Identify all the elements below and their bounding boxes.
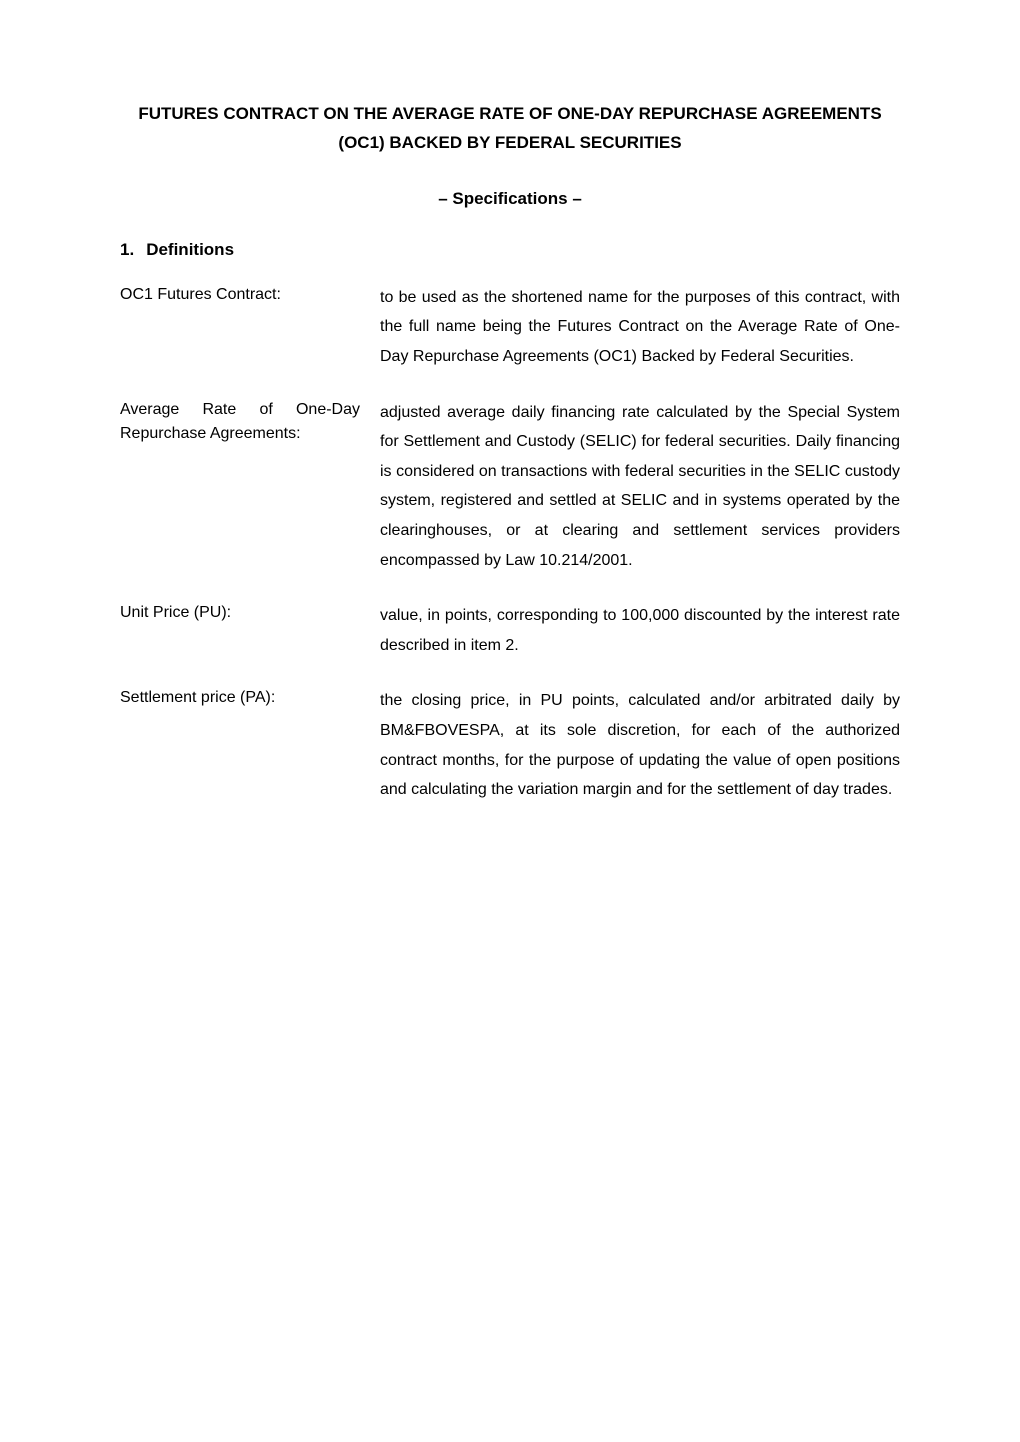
definition-row: OC1 Futures Contract: to be used as the … bbox=[120, 283, 900, 372]
definition-term: Average Rate of One-Day Repurchase Agree… bbox=[120, 398, 380, 446]
definition-term: Settlement price (PA): bbox=[120, 686, 380, 710]
definition-term: OC1 Futures Contract: bbox=[120, 283, 380, 307]
definition-body: value, in points, corresponding to 100,0… bbox=[380, 601, 900, 660]
definition-body: to be used as the shortened name for the… bbox=[380, 283, 900, 372]
definition-row: Average Rate of One-Day Repurchase Agree… bbox=[120, 398, 900, 576]
section-heading: 1. Definitions bbox=[120, 237, 900, 263]
definition-body: adjusted average daily financing rate ca… bbox=[380, 398, 900, 576]
definition-body: the closing price, in PU points, calcula… bbox=[380, 686, 900, 804]
document-subtitle: – Specifications – bbox=[120, 186, 900, 212]
definitions-list: OC1 Futures Contract: to be used as the … bbox=[120, 283, 900, 805]
definition-row: Unit Price (PU): value, in points, corre… bbox=[120, 601, 900, 660]
document-title: FUTURES CONTRACT ON THE AVERAGE RATE OF … bbox=[120, 100, 900, 158]
definition-row: Settlement price (PA): the closing price… bbox=[120, 686, 900, 804]
section-heading-text: Definitions bbox=[146, 240, 234, 259]
section-number: 1. bbox=[120, 237, 134, 263]
definition-term: Unit Price (PU): bbox=[120, 601, 380, 625]
